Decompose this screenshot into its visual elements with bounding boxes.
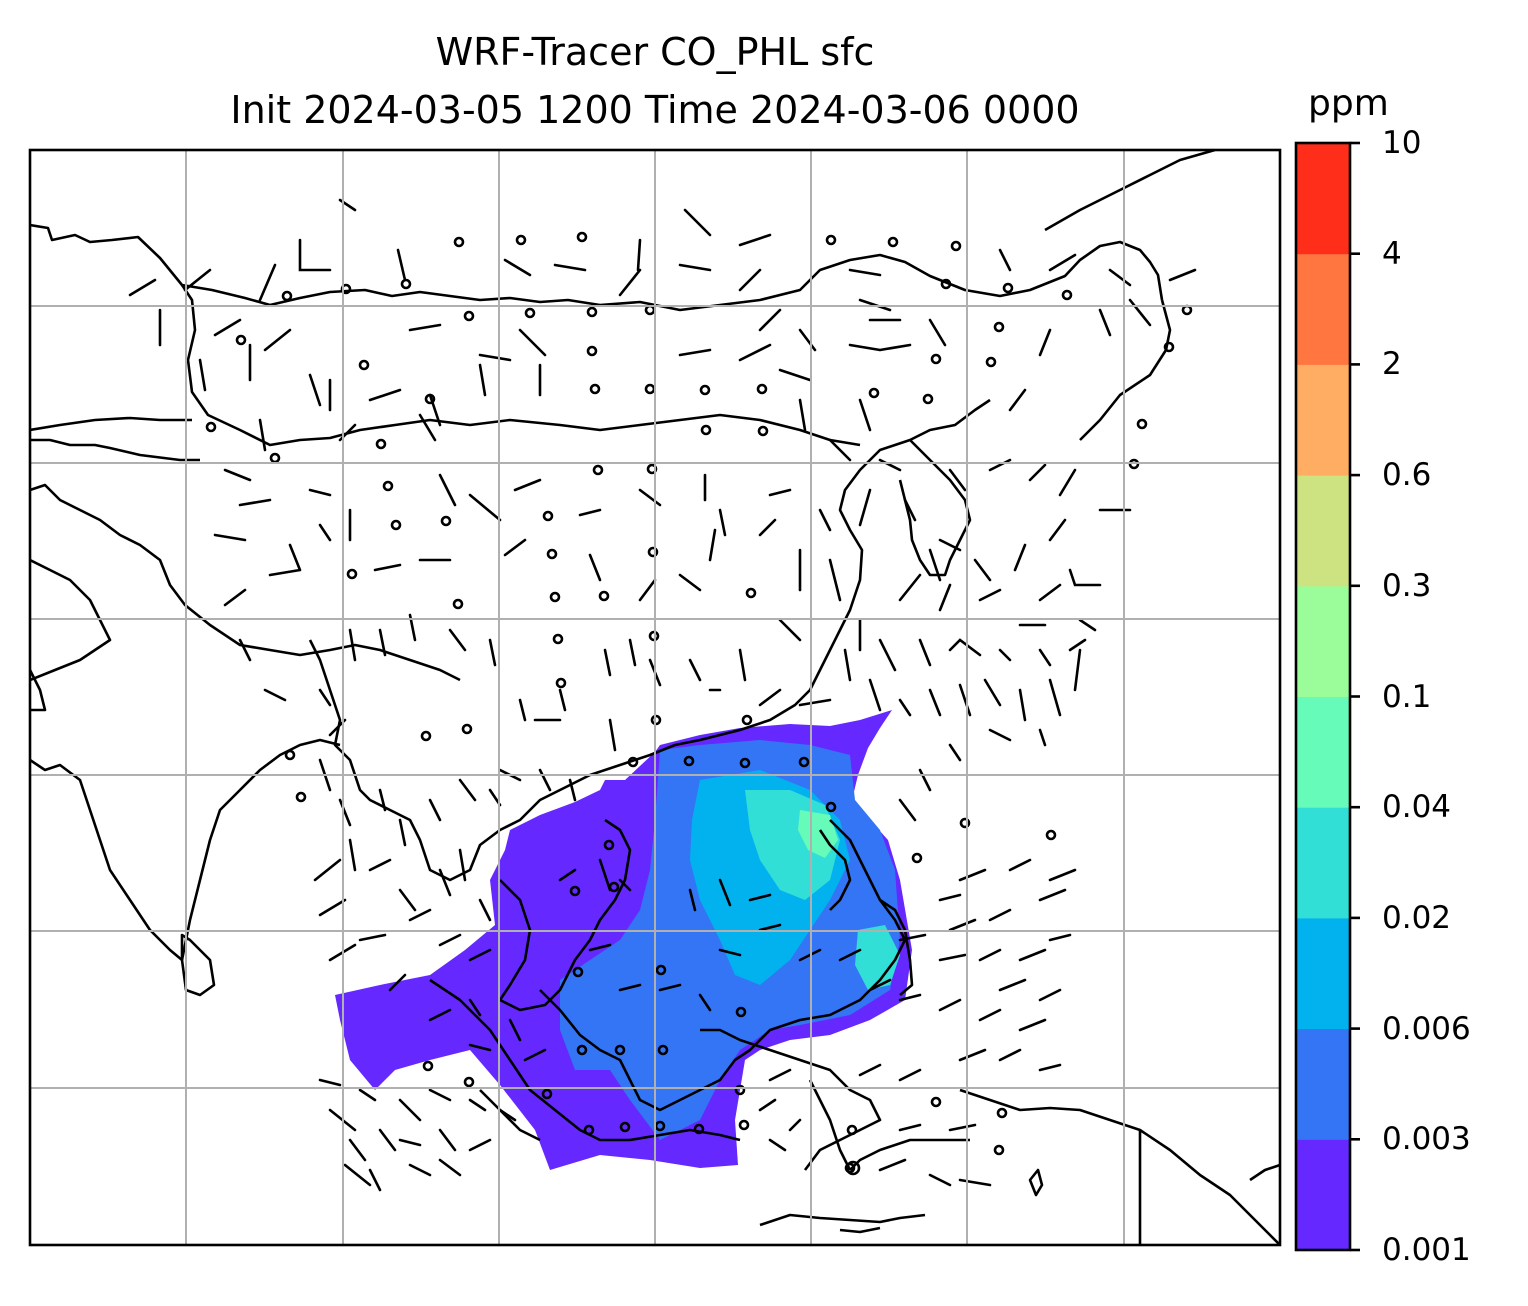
colorbar-tick-label: 0.04 xyxy=(1382,789,1452,826)
map-title-line1: WRF-Tracer CO_PHL sfc xyxy=(435,30,875,74)
map-title-line2: Init 2024-03-05 1200 Time 2024-03-06 000… xyxy=(230,88,1080,132)
colorbar-tick-label: 0.1 xyxy=(1382,678,1432,715)
colorbar-tick-label: 10 xyxy=(1382,125,1422,161)
colorbar-tick-label: 0.003 xyxy=(1382,1121,1471,1158)
colorbar-tick-label: 0.3 xyxy=(1382,567,1432,604)
colorbar-segment xyxy=(1296,143,1350,255)
colorbar-segment xyxy=(1296,1139,1350,1251)
colorbar-tick-label: 4 xyxy=(1382,235,1402,272)
colorbar-segment xyxy=(1296,364,1350,476)
colorbar-segment xyxy=(1296,807,1350,919)
colorbar-segment xyxy=(1296,696,1350,808)
colorbar-segment xyxy=(1296,1028,1350,1140)
map-frame xyxy=(28,148,1282,1247)
tracer-plume xyxy=(335,710,912,1170)
colorbar-segment xyxy=(1296,917,1350,1030)
colorbar-segment xyxy=(1296,475,1350,587)
colorbar-tick-label: 0.6 xyxy=(1382,457,1432,494)
colorbar-tick-label: 2 xyxy=(1382,346,1402,383)
colorbar-unit: ppm xyxy=(1308,83,1389,124)
colorbar-segment xyxy=(1296,253,1350,365)
colorbar xyxy=(1294,141,1360,1252)
gridlines xyxy=(30,150,1280,1245)
colorbar-tick-label: 0.006 xyxy=(1382,1010,1471,1047)
map-area xyxy=(30,150,1280,1245)
colorbar-tick-label: 0.001 xyxy=(1382,1232,1471,1268)
colorbar-tick-label: 0.02 xyxy=(1382,899,1452,936)
colorbar-segment xyxy=(1296,585,1350,697)
